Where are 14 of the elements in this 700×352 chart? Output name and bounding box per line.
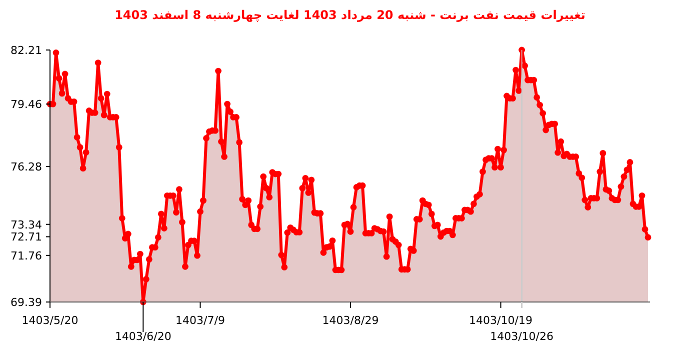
x-tick-label: 1403/8/29 [322,314,379,327]
y-tick-label: 72.71 [10,230,42,244]
x-tick-label: 1403/7/9 [176,314,225,327]
y-tick-label: 82.21 [10,44,42,57]
y-tick-label: 69.39 [10,296,42,309]
chart-title: تغییرات قیمت نفت برنت - شنبه 20 مرداد 1403 لغایت چهارشنبه 8 اسفند 1403 [114,8,586,22]
y-tick-label: 79.46 [10,98,42,112]
x-tick-label: 1403/5/20 [22,314,78,327]
y-tick-label: 76.28 [10,160,42,174]
x-tick-label: 1403/10/26 [490,330,554,343]
x-tick-label: 1403/6/20 [114,330,172,343]
y-tick-label: 73.34 [10,218,42,232]
x-tick-label: 1403/10/19 [469,314,532,327]
y-tick-label: 71.76 [10,249,42,262]
